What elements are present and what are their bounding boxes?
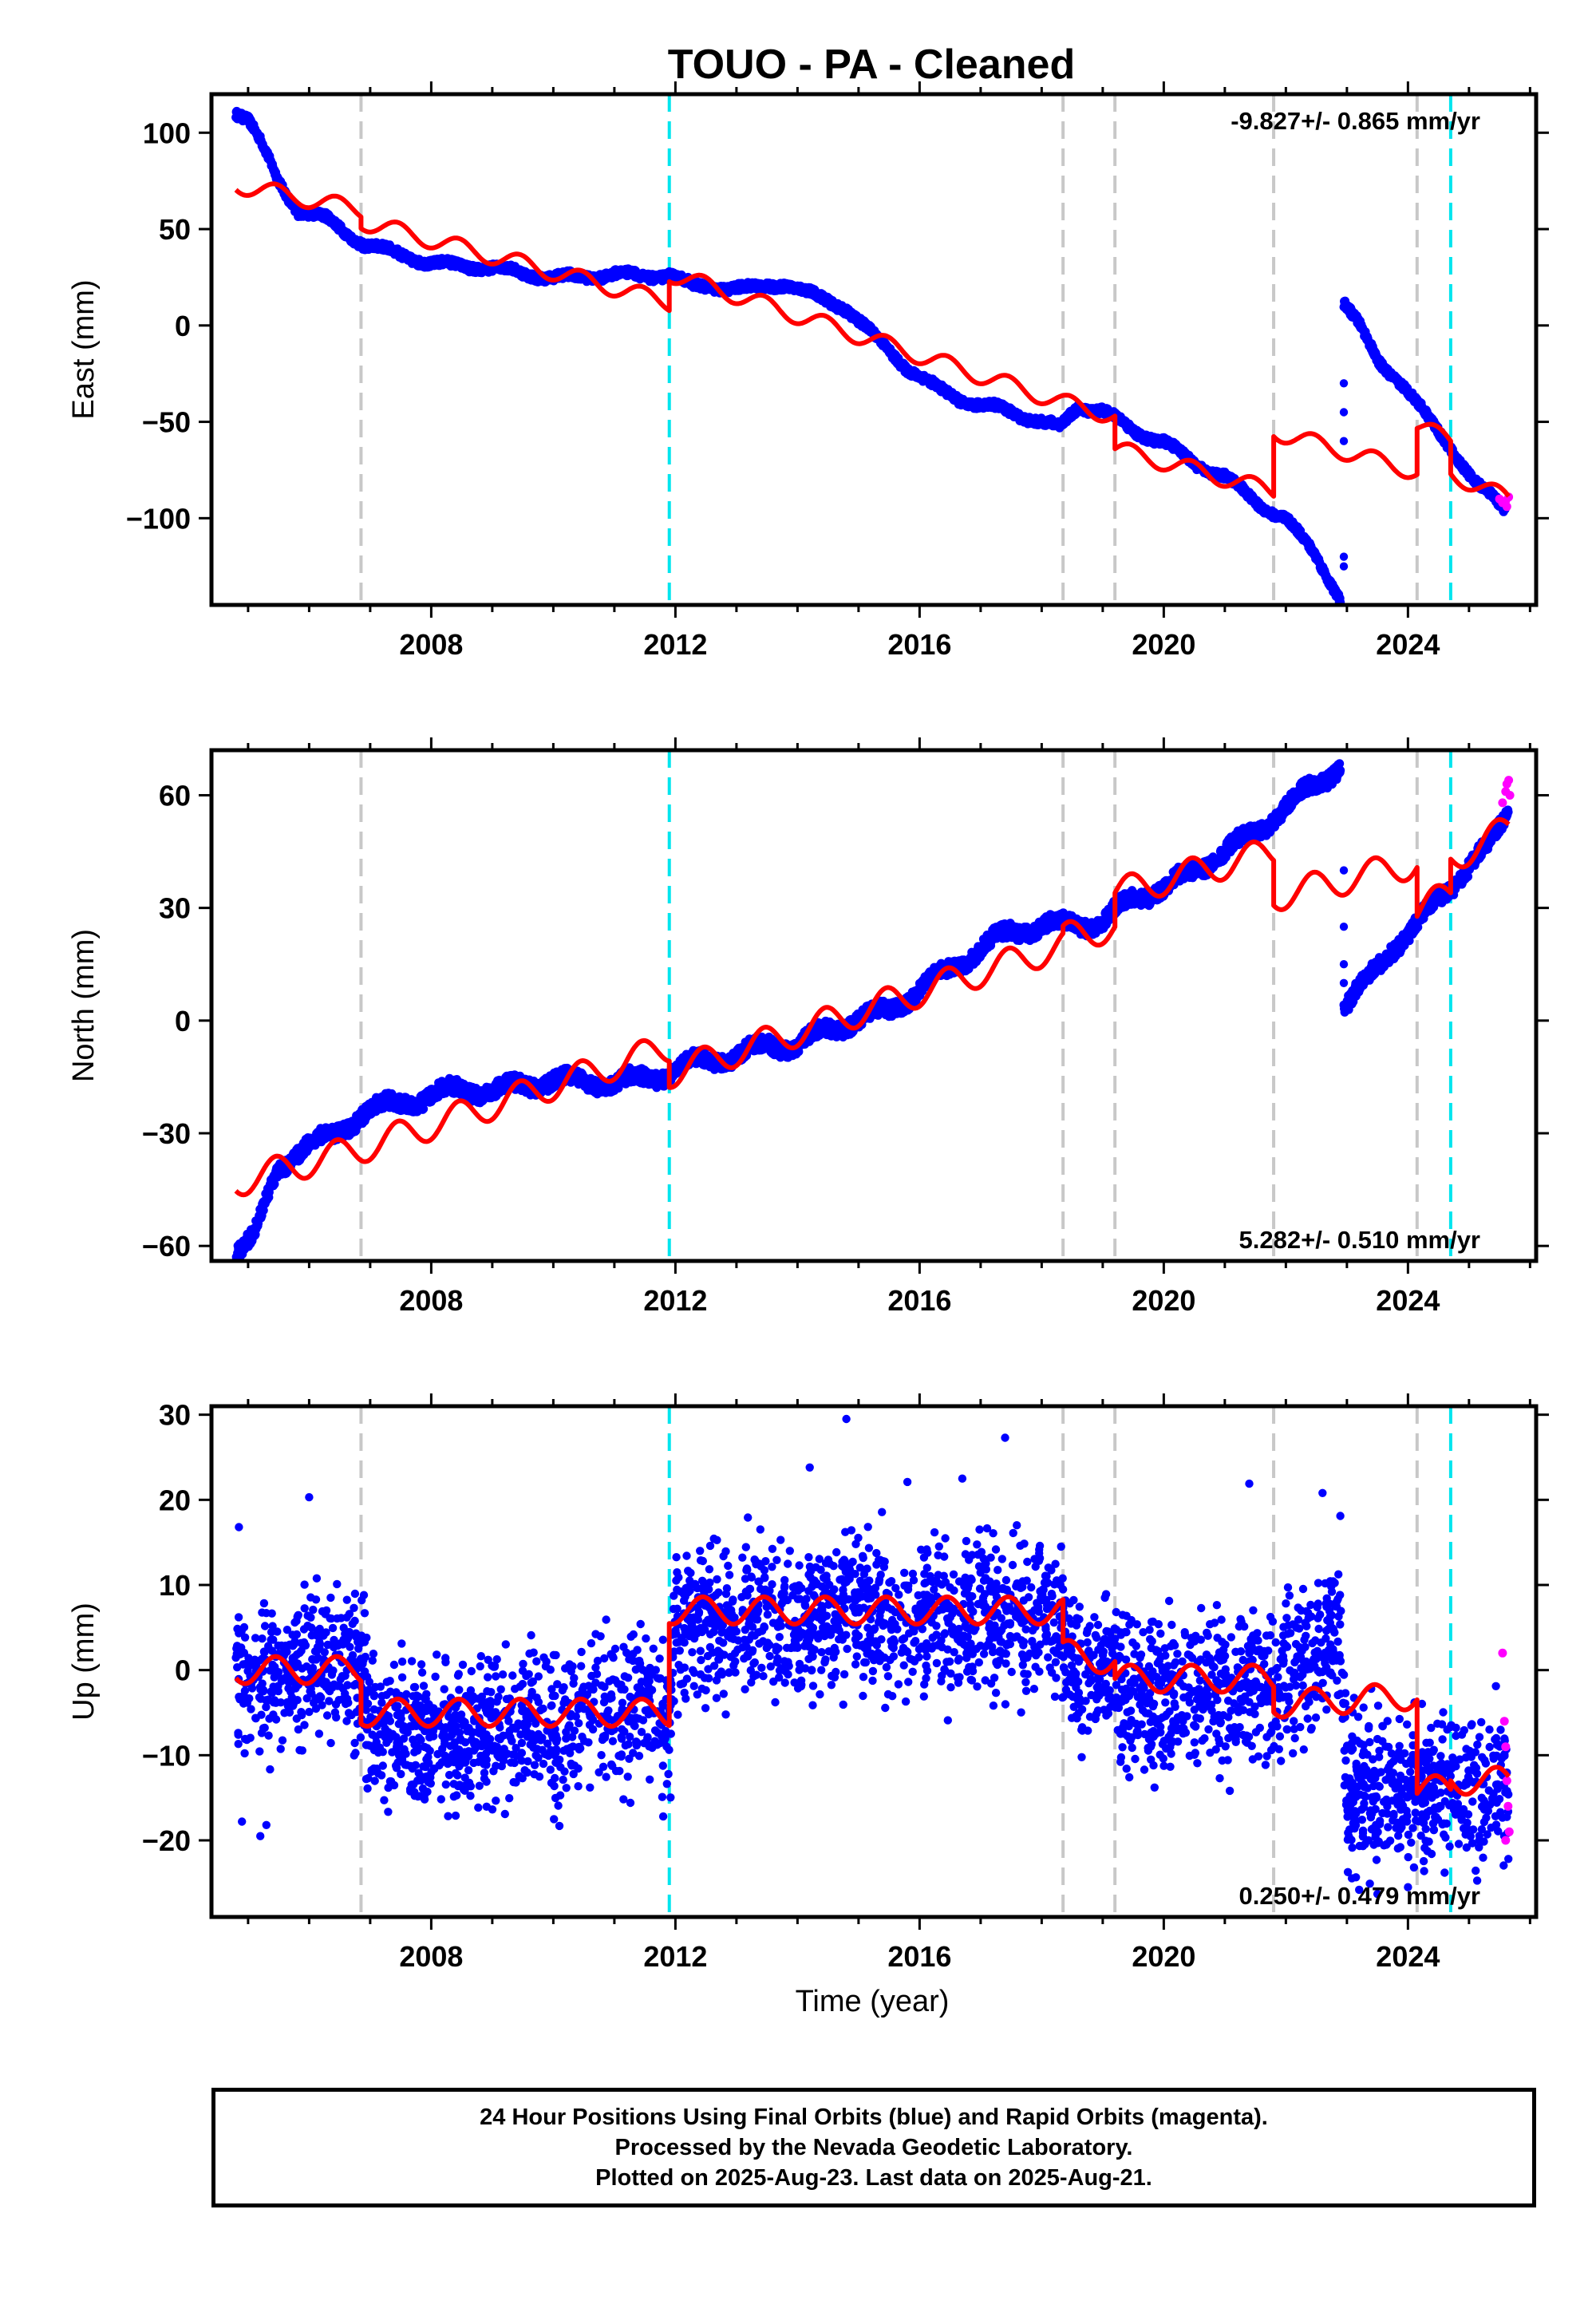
y-tick-label: 0 xyxy=(175,310,191,342)
data-point xyxy=(1339,408,1349,417)
data-point xyxy=(1339,562,1349,571)
panel-east: 2008 2012 2016 2020 2024 100 50 0 −50 −100 East (m… xyxy=(67,81,1549,661)
rapid-data-point xyxy=(1502,502,1511,512)
plot-area xyxy=(231,750,1515,1261)
x-tick-label: 2016 xyxy=(887,628,951,661)
data-point xyxy=(259,1206,268,1215)
model-fit-line xyxy=(234,181,1511,499)
y-axis-label: East (mm) xyxy=(67,279,101,419)
rapid-orbit-points xyxy=(1495,492,1514,512)
data-point xyxy=(1339,379,1349,388)
data-point xyxy=(1339,437,1349,445)
data-point xyxy=(270,1180,279,1189)
rate-annotation: -9.827+/- 0.865 mm/yr xyxy=(1231,107,1480,135)
final-orbit-points xyxy=(231,106,1510,605)
x-tick-label: 2020 xyxy=(1132,628,1195,661)
y-tick-label: −100 xyxy=(126,502,191,535)
final-orbit-points xyxy=(231,759,1513,1261)
x-tick-label: 2008 xyxy=(399,628,463,661)
y-tick-label: −50 xyxy=(142,406,191,439)
data-point xyxy=(1339,552,1349,561)
x-tick-label: 2024 xyxy=(1376,628,1440,661)
panel-frame xyxy=(209,92,1539,607)
y-tick-label: 100 xyxy=(143,117,191,149)
plot-area xyxy=(231,94,1514,605)
figure-title: TOUO - PA - Cleaned xyxy=(668,41,1075,88)
y-tick-label: 50 xyxy=(159,213,191,246)
x-tick-label: 2012 xyxy=(643,628,707,661)
